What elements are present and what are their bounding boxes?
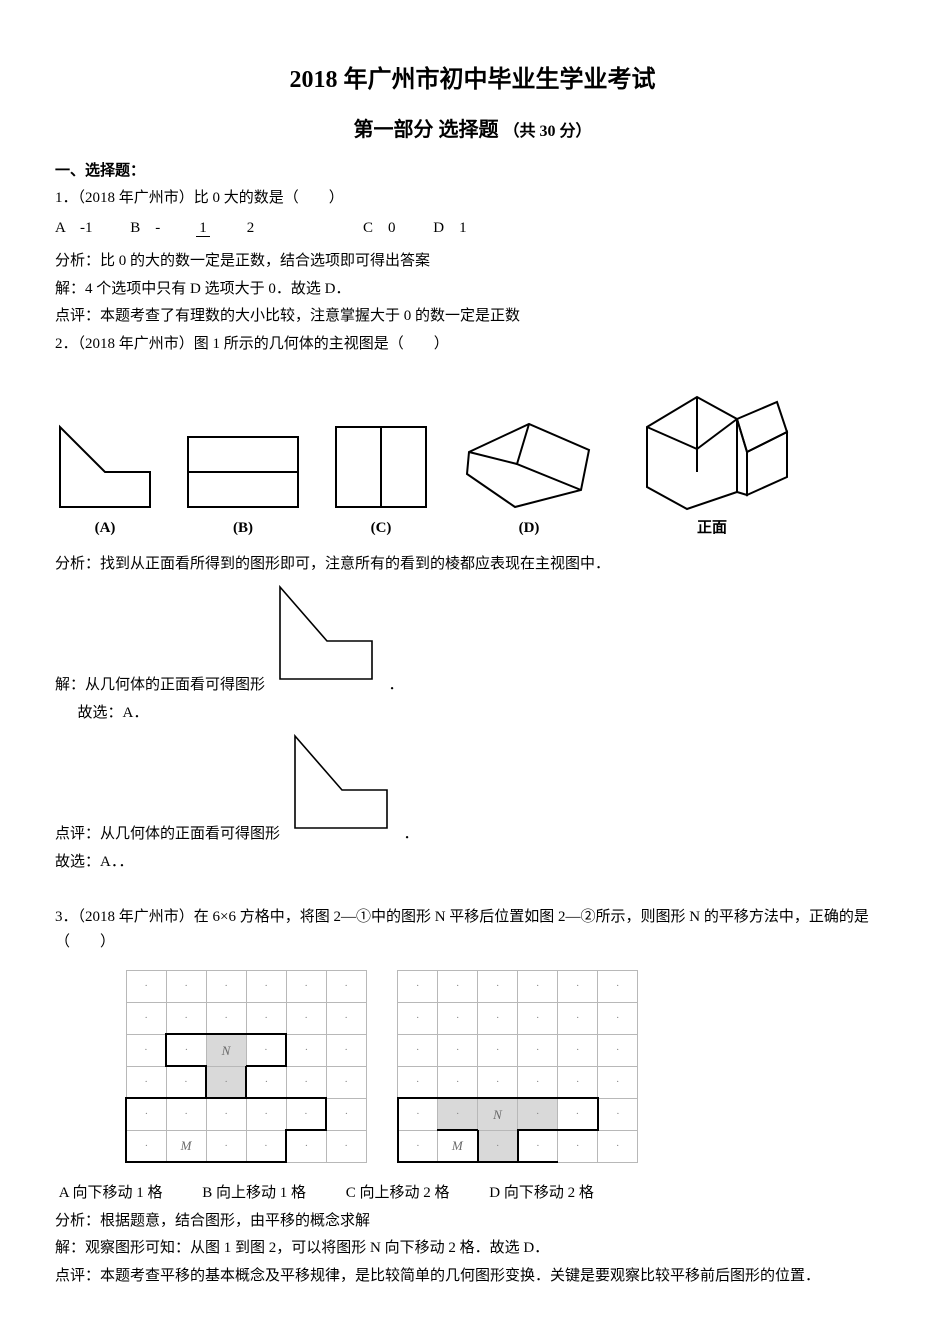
q3-comment: 点评：本题考查平移的基本概念及平移规律，是比较简单的几何图形变换．关键是要观察比… [55,1264,890,1290]
q1-opt-b: B - 1 2 [130,216,325,242]
q2-label-b: (B) [233,516,253,542]
q2-choose-2: 故选：A．． [55,850,890,876]
q3-solution: 解：观察图形可知：从图 1 到图 2，可以将图形 N 向下移动 2 格．故选 D… [55,1236,890,1262]
fraction-den: 2 [244,220,258,237]
shape-d-icon [459,412,599,512]
q1-opt-b-prefix: B - [130,216,160,242]
section-heading: 一、选择题： [55,159,890,185]
q3-grids: ······ ······ · · N · ·· ·· · ··· · · · … [125,970,890,1164]
q2-solution-suffix: ． [389,677,404,693]
q3-opt-c: C 向上移动 2 格 [346,1181,450,1207]
q2-fig-b: (B) [183,432,303,542]
front-view-icon [287,728,397,838]
q2-label-a: (A) [95,516,116,542]
q1-comment: 点评：本题考查了有理数的大小比较，注意掌握大于 0 的数一定是正数 [55,304,890,330]
q3-opt-d: D 向下移动 2 格 [489,1181,594,1207]
q2-comment-prefix: 点评：从几何体的正面看可得图形 [55,826,280,842]
q3-analysis: 分析：根据题意，结合图形，由平移的概念求解 [55,1209,890,1235]
fraction-icon: 1 2 [196,220,291,238]
q2-solution-prefix: 解：从几何体的正面看可得图形 [55,677,265,693]
q2-inline-figure-1 [272,579,382,699]
q2-solution-line: 解：从几何体的正面看可得图形 ． [55,579,890,699]
q2-label-front: 正面 [697,516,727,542]
q3-opt-a: A 向下移动 1 格 [59,1181,163,1207]
q2-fig-d: (D) [459,412,599,542]
q2-inline-figure-2 [287,728,397,848]
fraction-num: 1 [196,220,210,238]
q1-options: A -1 B - 1 2 C 0 D 1 [55,216,890,242]
subtitle-note: （共 30 分） [503,123,591,140]
q2-choose-1: 故选：A． [55,701,890,727]
q2-analysis: 分析：找到从正面看所得到的图形即可，注意所有的看到的棱都应表现在主视图中． [55,552,890,578]
page-subtitle: 第一部分 选择题 （共 30 分） [55,113,890,147]
q2-fig-a: (A) [55,422,155,542]
q3-stem: 3．（2018 年广州市）在 6×6 方格中，将图 2—①中的图形 N 平移后位… [55,905,890,956]
q3-options: A 向下移动 1 格 B 向上移动 1 格 C 向上移动 2 格 D 向下移动 … [55,1181,890,1207]
q2-comment-line: 点评：从几何体的正面看可得图形 ． [55,728,890,848]
q1-opt-c: C 0 [363,216,396,242]
shape-b-icon [183,432,303,512]
q2-stem: 2．（2018 年广州市）图 1 所示的几何体的主视图是（ ） [55,332,890,358]
q1-opt-d: D 1 [433,216,466,242]
grid2-m-label: M [452,1138,463,1153]
front-view-icon [272,579,382,689]
solid-icon [627,377,797,512]
shape-a-icon [55,422,155,512]
q2-fig-solid: 正面 [627,377,797,542]
grid2-n-label: N [493,1107,502,1122]
q2-comment-suffix: ． [404,826,419,842]
subtitle-main: 第一部分 选择题 [353,119,498,141]
page-title: 2018 年广州市初中毕业生学业考试 [55,60,890,101]
q2-label-d: (D) [519,516,540,542]
grid1-n-label: N [222,1043,231,1058]
q2-fig-c: (C) [331,422,431,542]
q1-stem: 1．（2018 年广州市）比 0 大的数是（ ） [55,186,890,212]
q3-grid-2: ······ ······ ······ ······ · · N · · · … [397,970,639,1164]
q1-solution: 解：4 个选项中只有 D 选项大于 0．故选 D． [55,277,890,303]
grid1-m-label: M [181,1138,192,1153]
q1-opt-a: A -1 [55,216,93,242]
q2-label-c: (C) [371,516,392,542]
q2-figure-row: (A) (B) (C) (D) [55,377,890,542]
q3-opt-b: B 向上移动 1 格 [202,1181,306,1207]
shape-c-icon [331,422,431,512]
q3-grid-1: ······ ······ · · N · ·· ·· · ··· · · · … [125,970,367,1164]
q1-analysis: 分析：比 0 的大的数一定是正数，结合选项即可得出答案 [55,249,890,275]
